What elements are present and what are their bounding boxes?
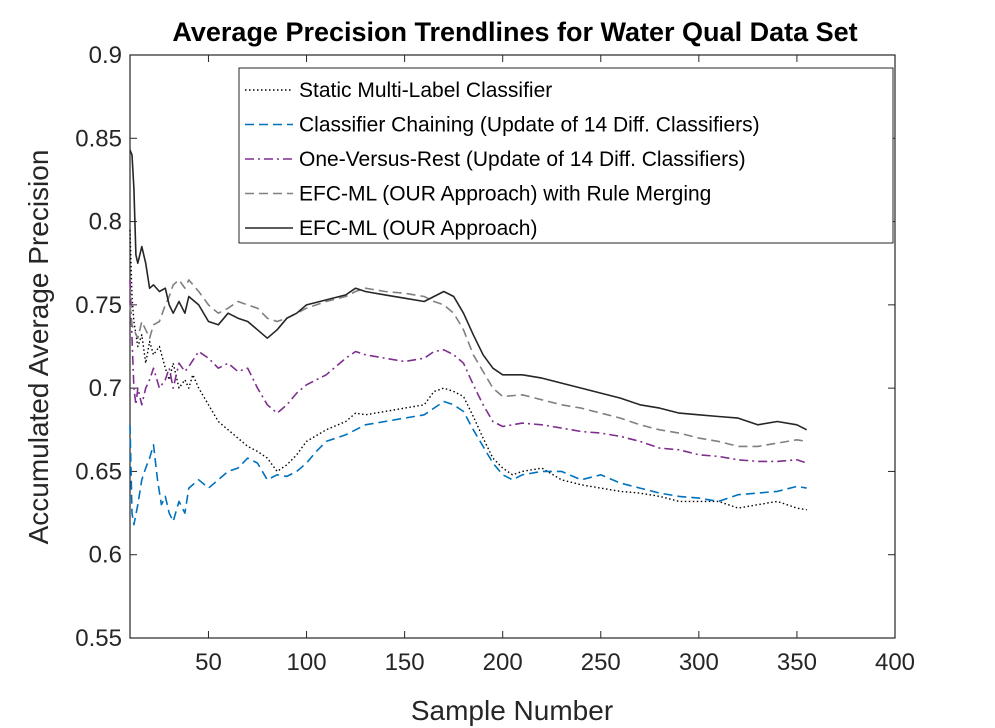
- legend-box: [238, 67, 894, 244]
- legend-label-4: EFC-ML (OUR Approach) with Rule Merging: [299, 183, 711, 206]
- y-tick-label: 0.7: [89, 375, 122, 402]
- y-tick-label: 0.65: [75, 458, 122, 485]
- x-tick-label: 50: [195, 649, 222, 676]
- x-axis-label: Sample Number: [411, 695, 613, 726]
- x-tick-label: 150: [385, 649, 425, 676]
- chart-title: Average Precision Trendlines for Water Q…: [172, 17, 857, 47]
- series-line-1: [129, 229, 807, 511]
- y-tick-label: 0.6: [89, 542, 122, 569]
- series-line-2: [129, 400, 807, 526]
- legend: Static Multi-Label Classifier Classifier …: [238, 67, 894, 244]
- y-axis-label: Accumulated Average Precision: [23, 150, 54, 545]
- x-tick-label: 400: [875, 649, 915, 676]
- x-tick-label: 100: [287, 649, 327, 676]
- legend-label-2: Classifier Chaining (Update of 14 Diff. …: [299, 114, 760, 137]
- x-tick-label: 300: [679, 649, 719, 676]
- legend-label-1: Static Multi-Label Classifier: [299, 79, 552, 102]
- y-tick-label: 0.75: [75, 292, 122, 319]
- y-tick-label: 0.9: [89, 42, 122, 69]
- series-group: [129, 149, 808, 526]
- y-tick-label: 0.8: [89, 209, 122, 236]
- x-axis-ticks: 50 100 150 200 250 300 350 400: [195, 55, 915, 676]
- x-tick-label: 200: [483, 649, 523, 676]
- series-line-4: [129, 279, 807, 448]
- x-tick-label: 250: [581, 649, 621, 676]
- y-tick-label: 0.55: [75, 625, 122, 652]
- legend-label-3: One-Versus-Rest (Update of 14 Diff. Clas…: [299, 148, 746, 171]
- x-tick-label: 350: [777, 649, 817, 676]
- series-line-5: [129, 149, 808, 431]
- legend-label-5: EFC-ML (OUR Approach): [299, 217, 537, 240]
- y-axis-ticks: 0.55 0.6 0.65 0.7 0.75 0.8 0.85 0.9: [75, 42, 895, 652]
- y-tick-label: 0.85: [75, 125, 122, 152]
